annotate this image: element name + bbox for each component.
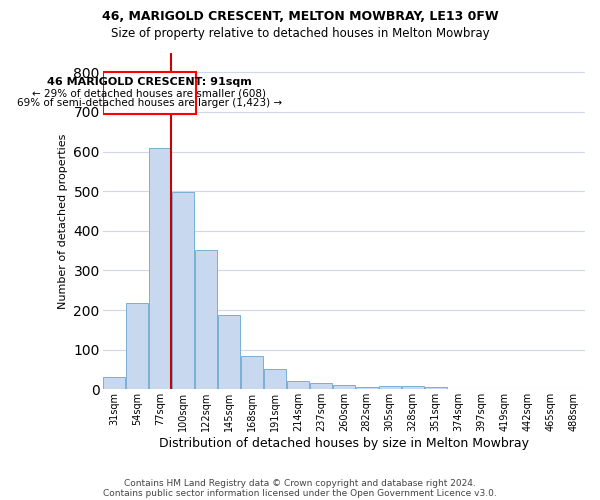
Bar: [149, 148, 171, 390]
Bar: [195, 250, 217, 390]
Bar: [402, 386, 424, 390]
Text: 69% of semi-detached houses are larger (1,423) →: 69% of semi-detached houses are larger (…: [17, 98, 282, 108]
Bar: [172, 192, 194, 390]
X-axis label: Distribution of detached houses by size in Melton Mowbray: Distribution of detached houses by size …: [159, 437, 529, 450]
Bar: [126, 303, 148, 390]
Bar: [333, 384, 355, 390]
Bar: [103, 378, 125, 390]
Text: Contains HM Land Registry data © Crown copyright and database right 2024.: Contains HM Land Registry data © Crown c…: [124, 478, 476, 488]
Bar: [356, 387, 377, 390]
Bar: [425, 387, 446, 390]
Text: 46, MARIGOLD CRESCENT, MELTON MOWBRAY, LE13 0FW: 46, MARIGOLD CRESCENT, MELTON MOWBRAY, L…: [101, 10, 499, 23]
Bar: [310, 384, 332, 390]
Bar: [218, 315, 240, 390]
Text: Size of property relative to detached houses in Melton Mowbray: Size of property relative to detached ho…: [110, 28, 490, 40]
Y-axis label: Number of detached properties: Number of detached properties: [58, 133, 68, 308]
Text: Contains public sector information licensed under the Open Government Licence v3: Contains public sector information licen…: [103, 488, 497, 498]
Text: ← 29% of detached houses are smaller (608): ← 29% of detached houses are smaller (60…: [32, 88, 266, 98]
Bar: [264, 370, 286, 390]
Bar: [241, 356, 263, 390]
Bar: [379, 386, 401, 390]
FancyBboxPatch shape: [103, 72, 196, 114]
Text: 46 MARIGOLD CRESCENT: 91sqm: 46 MARIGOLD CRESCENT: 91sqm: [47, 78, 251, 88]
Bar: [287, 380, 309, 390]
